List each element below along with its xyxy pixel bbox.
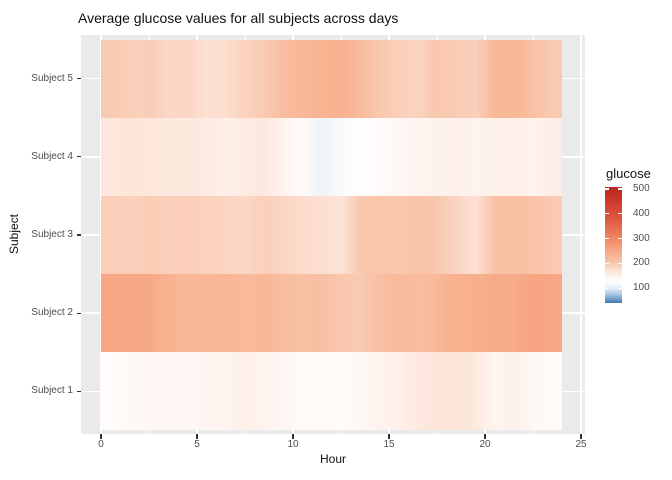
y-tick-label: Subject 1 <box>31 385 73 397</box>
legend-tick-mark <box>605 237 609 240</box>
y-tick-label: Subject 5 <box>31 72 73 84</box>
heatmap-row <box>101 195 562 275</box>
x-tick-mark <box>196 434 198 439</box>
x-tick-label: 25 <box>575 439 587 450</box>
x-tick-mark <box>388 434 390 439</box>
y-tick-label: Subject 2 <box>31 307 73 319</box>
legend-tick-mark <box>618 237 622 240</box>
x-tick-mark <box>484 434 486 439</box>
x-tick-label: 5 <box>194 439 200 450</box>
legend-tick-mark <box>605 287 609 289</box>
legend-tick-mark <box>618 287 622 289</box>
legend-tick-mark <box>605 262 609 264</box>
x-tick-label: 0 <box>98 439 104 450</box>
x-tick-mark <box>580 434 582 439</box>
y-tick-mark <box>76 156 81 158</box>
x-tick-mark <box>292 434 294 439</box>
y-tick-label: Subject 3 <box>31 229 73 240</box>
x-tick-label: 20 <box>479 439 491 450</box>
y-tick-mark <box>76 78 81 80</box>
heatmap-row <box>101 39 562 118</box>
y-tick-mark <box>76 390 81 392</box>
y-axis-title: Subject <box>7 213 21 255</box>
heatmap-tiles <box>101 39 562 431</box>
legend-tick-label: 500 <box>633 182 650 194</box>
legend-tick-label: 200 <box>633 257 650 269</box>
plot-panel <box>81 35 585 434</box>
legend-tick-mark <box>605 213 609 215</box>
heatmap-row <box>101 274 562 353</box>
legend-tick-label: 400 <box>633 207 650 219</box>
x-tick-label: 15 <box>383 439 395 450</box>
legend-title: glucose <box>606 166 651 181</box>
heatmap-row <box>101 352 562 431</box>
x-tick-label: 10 <box>287 439 299 450</box>
y-tick-label: Subject 4 <box>31 150 73 162</box>
legend-tick-mark <box>618 262 622 264</box>
chart-title: Average glucose values for all subjects … <box>78 10 399 26</box>
legend-tick-mark <box>618 188 622 190</box>
legend-tick-mark <box>618 213 622 215</box>
x-axis-title: Hour <box>319 452 346 466</box>
legend-tick-label: 100 <box>633 282 650 294</box>
legend-tick-mark <box>605 188 609 190</box>
y-tick-mark <box>76 312 81 314</box>
legend-colorbar <box>605 187 622 303</box>
heatmap-row <box>101 117 562 196</box>
x-tick-mark <box>100 434 102 439</box>
y-tick-mark <box>76 234 81 236</box>
legend-tick-label: 300 <box>633 232 650 244</box>
